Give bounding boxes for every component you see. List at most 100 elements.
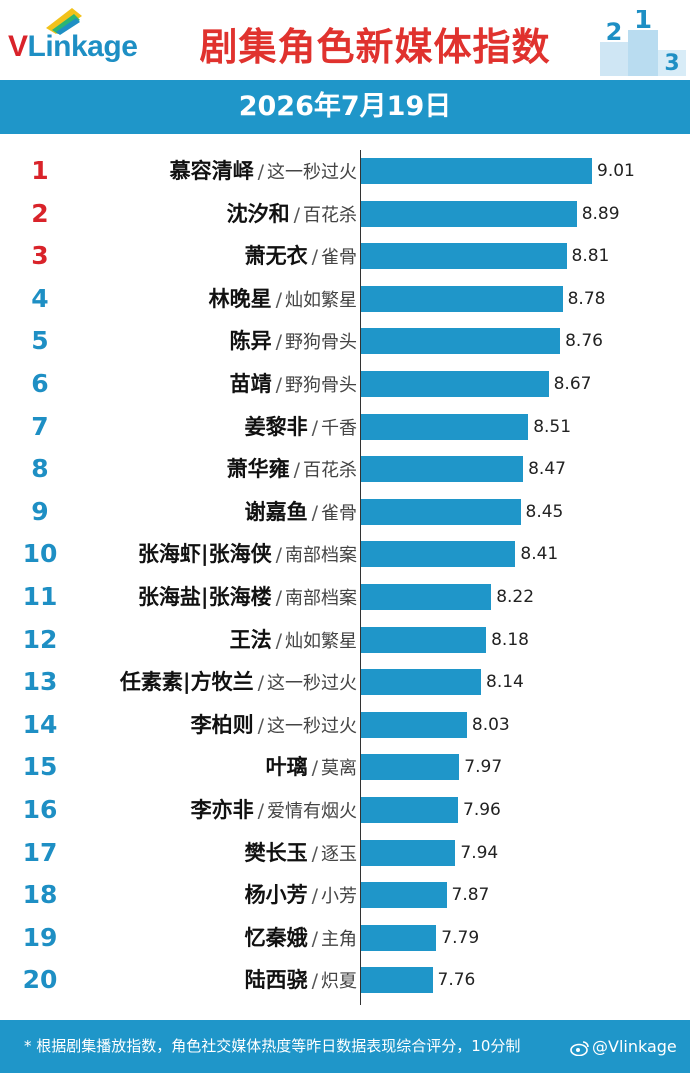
chart-row: 8 萧华雍 / 百花杀 8.47 [0, 448, 690, 490]
score-bar [361, 754, 460, 781]
character-name: 叶璃 [265, 755, 308, 780]
weibo-icon [570, 1040, 589, 1056]
score-bar [361, 626, 487, 653]
podium-digit-3: 3 [664, 51, 679, 76]
score-bar [361, 456, 524, 483]
row-label: 张海盐|张海楼 / 南部档案 [138, 576, 357, 620]
label-separator: / [293, 459, 300, 482]
score-value: 8.14 [486, 672, 524, 693]
rank-number: 13 [22, 667, 58, 697]
chart-row: 14 李柏则 / 这一秒过火 8.03 [0, 704, 690, 746]
row-label: 李亦非 / 爱情有烟火 [191, 789, 357, 833]
row-label: 谢嘉鱼 / 雀骨 [245, 491, 357, 535]
score-value: 7.76 [437, 970, 476, 991]
character-name: 苗靖 [229, 372, 272, 396]
score-value: 8.89 [581, 203, 620, 224]
score-value: 8.03 [471, 714, 510, 735]
drama-name: 雀骨 [321, 502, 357, 524]
score-bar [361, 711, 467, 738]
character-name: 萧无衣 [244, 244, 308, 269]
chart-row: 7 姜黎非 / 千香 8.51 [0, 406, 690, 448]
score-value: 8.41 [520, 544, 559, 565]
drama-name: 灿如繁星 [285, 289, 357, 311]
chart-row: 6 苗靖 / 野狗骨头 8.67 [0, 363, 690, 405]
row-label: 李柏则 / 这一秒过火 [191, 704, 357, 748]
score-bar [361, 924, 437, 951]
label-separator: / [293, 203, 300, 226]
row-label: 杨小芳 / 小芳 [245, 874, 357, 918]
rank-number: 15 [22, 752, 58, 782]
chart-row: 10 张海虾|张海侠 / 南部档案 8.41 [0, 533, 690, 575]
drama-name: 主角 [321, 928, 357, 950]
chart-row: 15 叶璃 / 莫离 7.97 [0, 746, 690, 788]
chart-row: 12 王法 / 灿如繁星 8.18 [0, 619, 690, 661]
chart-row: 11 张海盐|张海楼 / 南部档案 8.22 [0, 576, 690, 618]
character-name: 陆西骁 [244, 968, 308, 993]
drama-name: 雀骨 [321, 247, 357, 269]
rank-number: 17 [22, 837, 58, 867]
label-separator: / [311, 246, 318, 269]
drama-name: 这一秒过火 [267, 715, 357, 737]
rank-number: 6 [31, 369, 49, 398]
label-separator: / [275, 629, 282, 652]
vlinkage-logo: VLinkage [8, 6, 158, 68]
score-bar [361, 882, 447, 909]
rank-number: 20 [22, 965, 58, 995]
label-separator: / [257, 800, 264, 822]
rank-number: 4 [31, 283, 49, 313]
character-name: 张海盐|张海楼 [137, 585, 272, 609]
label-separator: / [275, 544, 282, 567]
chart-row: 2 沈汐和 / 百花杀 8.89 [0, 193, 690, 235]
chart-row: 4 林晚星 / 灿如繁星 8.78 [0, 278, 690, 320]
date-banner: 2026年7月19日 [0, 80, 690, 134]
score-bar [361, 285, 563, 312]
score-value: 8.22 [496, 587, 535, 607]
score-bar [361, 243, 567, 270]
drama-name: 南部档案 [285, 588, 357, 609]
score-value: 8.78 [567, 288, 606, 309]
chart-row: 16 李亦非 / 爱情有烟火 7.96 [0, 789, 690, 831]
drama-name: 这一秒过火 [267, 673, 357, 695]
drama-name: 百花杀 [303, 460, 357, 482]
score-bar [361, 200, 577, 227]
label-separator: / [257, 714, 264, 737]
score-value: 8.18 [491, 629, 529, 650]
row-label: 萧无衣 / 雀骨 [245, 235, 357, 279]
drama-name: 野狗骨头 [285, 332, 357, 354]
row-label: 忆秦娥 / 主角 [245, 917, 357, 961]
chart-axis-line [360, 150, 361, 1005]
score-bar [361, 797, 458, 823]
row-label: 叶璃 / 莫离 [266, 746, 357, 790]
drama-name: 灿如繁星 [285, 630, 357, 652]
rank-number: 11 [22, 582, 58, 611]
score-bar [361, 413, 529, 440]
chart-row: 17 樊长玉 / 逐玉 7.94 [0, 832, 690, 874]
drama-name: 百花杀 [303, 204, 357, 226]
score-value: 7.94 [460, 842, 499, 863]
row-label: 林晚星 / 灿如繁星 [209, 278, 357, 322]
label-separator: / [311, 501, 318, 524]
chart-row: 19 忆秦娥 / 主角 7.79 [0, 917, 690, 959]
chart-row: 13 任素素|方牧兰 / 这一秒过火 8.14 [0, 661, 690, 703]
character-name: 陈异 [229, 329, 272, 354]
score-value: 7.97 [464, 757, 503, 778]
drama-name: 南部档案 [285, 545, 357, 567]
rank-number: 14 [22, 709, 58, 739]
score-value: 7.96 [463, 800, 501, 820]
drama-name: 这一秒过火 [267, 162, 357, 183]
label-separator: / [257, 161, 264, 183]
chart-row: 1 慕容清峄 / 这一秒过火 9.01 [0, 150, 690, 192]
character-name: 李柏则 [190, 712, 254, 737]
character-name: 姜黎非 [244, 414, 308, 439]
page-title: 剧集角色新媒体指数 [199, 25, 551, 69]
row-label: 萧华雍 / 百花杀 [227, 448, 357, 492]
label-separator: / [311, 842, 318, 865]
character-name: 林晚星 [208, 286, 272, 311]
rank-number: 8 [31, 454, 49, 484]
logo-text: VLinkage [8, 30, 138, 63]
score-value: 7.79 [441, 927, 480, 948]
character-name: 杨小芳 [244, 883, 308, 908]
footer: * 根据剧集播放指数，角色社交媒体热度等昨日数据表现综合评分，10分制 @Vli… [0, 1020, 690, 1073]
score-value: 8.76 [565, 331, 603, 352]
row-label: 苗靖 / 野狗骨头 [230, 363, 357, 407]
